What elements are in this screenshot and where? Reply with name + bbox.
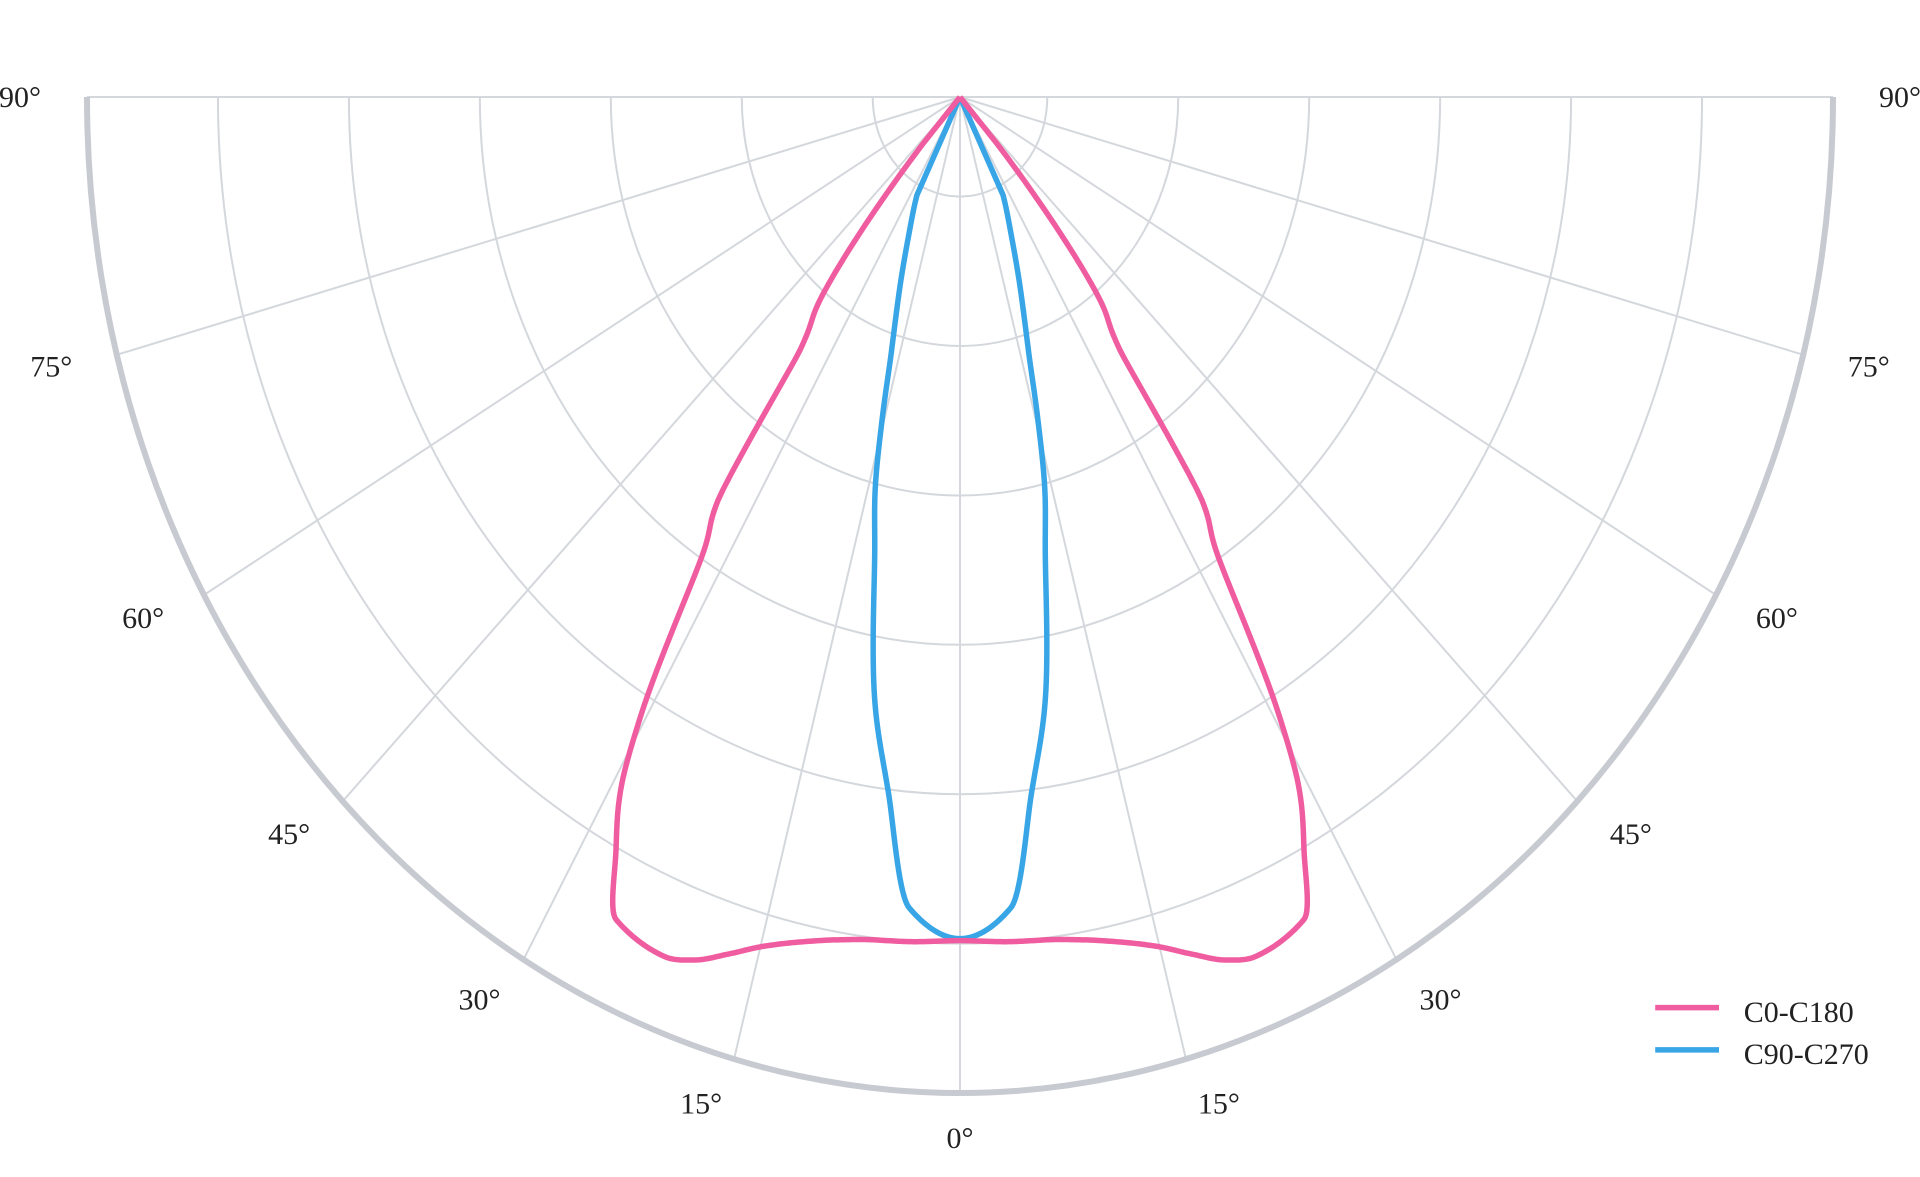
svg-text:C0-C180: C0-C180	[1744, 996, 1854, 1029]
svg-text:75°: 75°	[30, 351, 72, 384]
svg-text:C90-C270: C90-C270	[1744, 1038, 1869, 1071]
svg-text:30°: 30°	[1420, 983, 1462, 1016]
svg-text:15°: 15°	[680, 1087, 722, 1120]
svg-text:30°: 30°	[459, 983, 501, 1016]
svg-text:90°: 90°	[1879, 81, 1920, 114]
svg-text:45°: 45°	[1610, 818, 1652, 851]
svg-text:60°: 60°	[1756, 602, 1798, 635]
svg-text:0°: 0°	[947, 1122, 974, 1155]
svg-text:45°: 45°	[268, 818, 310, 851]
svg-text:15°: 15°	[1198, 1087, 1240, 1120]
svg-text:75°: 75°	[1848, 351, 1890, 384]
svg-text:60°: 60°	[122, 602, 164, 635]
svg-text:90°: 90°	[0, 81, 41, 114]
